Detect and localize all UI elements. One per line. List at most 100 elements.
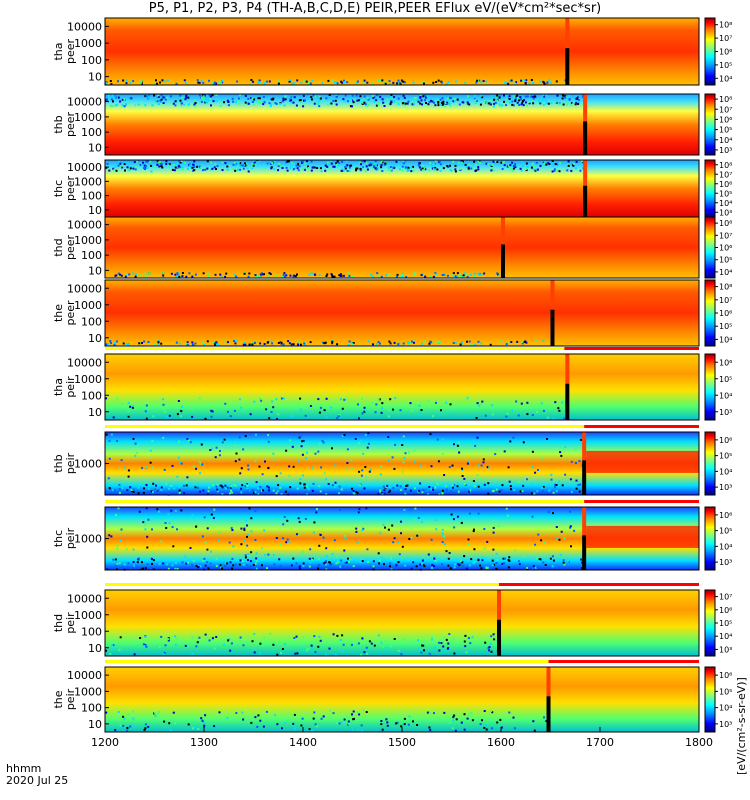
noise-speckle [578, 490, 581, 493]
noise-speckle [207, 493, 209, 496]
noise-speckle [178, 272, 181, 275]
noise-speckle [275, 102, 278, 105]
noise-speckle [440, 101, 443, 104]
noise-speckle [551, 161, 554, 164]
noise-speckle [272, 489, 275, 492]
noise-speckle [206, 340, 209, 343]
noise-speckle [140, 100, 143, 103]
noise-speckle [313, 507, 316, 509]
noise-speckle [412, 518, 415, 521]
noise-speckle [427, 558, 430, 561]
noise-speckle [429, 728, 432, 731]
noise-speckle [226, 99, 229, 102]
noise-speckle [388, 486, 391, 489]
noise-speckle [369, 162, 372, 165]
noise-speckle [172, 102, 175, 105]
noise-speckle [310, 272, 313, 275]
noise-speckle [296, 533, 299, 536]
noise-speckle [548, 79, 551, 82]
noise-speckle [565, 169, 568, 172]
noise-speckle [532, 168, 535, 171]
noise-speckle [537, 533, 540, 536]
spike-marker [582, 507, 587, 536]
noise-speckle [230, 485, 233, 488]
noise-speckle [405, 166, 408, 169]
noise-speckle [501, 484, 504, 487]
noise-speckle [325, 560, 327, 562]
noise-speckle [461, 564, 464, 567]
noise-speckle [565, 103, 568, 106]
noise-speckle [512, 167, 515, 170]
noise-speckle [247, 464, 250, 467]
noise-speckle [491, 164, 494, 167]
noise-speckle [303, 168, 306, 171]
noise-speckle [405, 485, 408, 487]
spike-marker [550, 280, 555, 310]
noise-speckle [404, 104, 407, 107]
noise-speckle [276, 417, 278, 420]
noise-speckle [353, 162, 356, 165]
noise-speckle [298, 565, 301, 568]
noise-speckle [147, 96, 150, 99]
noise-speckle [441, 532, 444, 535]
noise-speckle [288, 96, 291, 99]
ytick-label: 10 [88, 264, 102, 277]
noise-speckle [252, 164, 255, 167]
noise-speckle [401, 169, 404, 172]
noise-speckle [346, 81, 349, 84]
noise-speckle [296, 652, 299, 655]
noise-speckle [382, 645, 385, 648]
noise-speckle [187, 723, 190, 726]
noise-speckle [449, 169, 452, 171]
noise-speckle [277, 484, 280, 487]
noise-speckle [544, 564, 547, 566]
noise-speckle [146, 535, 149, 538]
noise-speckle [107, 477, 110, 480]
noise-speckle [426, 95, 429, 98]
noise-speckle [417, 516, 420, 519]
noise-speckle [570, 490, 573, 493]
noise-speckle [352, 565, 355, 568]
noise-speckle [357, 728, 360, 731]
noise-speckle [157, 342, 160, 345]
panel-label: thcpeir [52, 527, 77, 549]
noise-speckle [189, 441, 192, 444]
noise-speckle [561, 97, 564, 100]
noise-speckle [317, 558, 320, 561]
noise-speckle [452, 272, 455, 275]
noise-speckle [313, 711, 316, 714]
noise-speckle [352, 710, 355, 713]
noise-speckle [533, 567, 536, 570]
noise-speckle [328, 709, 331, 712]
noise-speckle [267, 434, 270, 437]
noise-speckle [563, 563, 566, 566]
noise-speckle [199, 490, 202, 493]
noise-speckle [460, 160, 463, 163]
noise-speckle [420, 409, 423, 411]
noise-speckle [357, 642, 360, 645]
noise-speckle [246, 524, 248, 527]
noise-speckle [129, 167, 132, 170]
noise-speckle [498, 490, 501, 493]
noise-speckle [385, 718, 388, 721]
noise-speckle [315, 511, 318, 514]
noise-speckle [122, 79, 125, 82]
noise-speckle [397, 343, 400, 346]
noise-speckle [191, 415, 194, 418]
noise-speckle [229, 486, 232, 489]
noise-speckle [560, 454, 563, 457]
noise-speckle [312, 717, 315, 720]
noise-speckle [389, 166, 392, 168]
noise-speckle [539, 102, 542, 105]
noise-speckle [406, 170, 409, 172]
noise-speckle [121, 164, 124, 167]
noise-speckle [251, 489, 254, 492]
noise-speckle [127, 402, 130, 405]
noise-speckle [201, 340, 204, 343]
noise-speckle [178, 275, 181, 278]
noise-speckle [437, 104, 440, 107]
noise-speckle [390, 645, 393, 648]
noise-speckle [160, 540, 163, 543]
noise-speckle [252, 160, 255, 163]
noise-speckle [116, 440, 119, 442]
